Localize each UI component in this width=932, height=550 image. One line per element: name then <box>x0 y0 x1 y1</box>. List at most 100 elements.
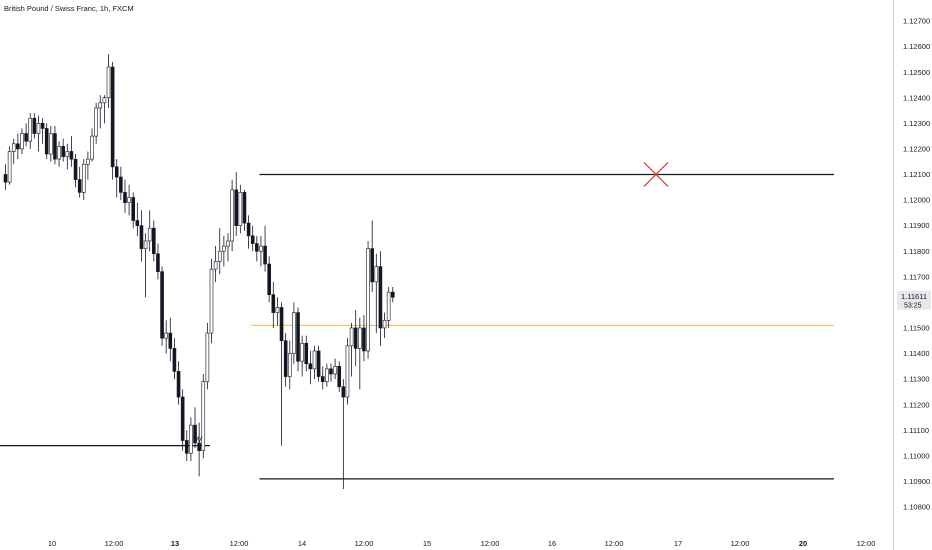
candle <box>65 143 70 170</box>
candle <box>110 61 115 180</box>
candle-body <box>263 245 267 265</box>
candle <box>234 171 239 236</box>
candle <box>114 159 119 198</box>
candle-body <box>320 376 325 382</box>
candle <box>36 115 41 152</box>
candle-body <box>390 291 395 298</box>
time-tick-label: 12:00 <box>857 539 876 548</box>
price-tick-label: 1.11900 <box>903 221 930 230</box>
time-tick-label: 12:00 <box>230 539 249 548</box>
price-tick-label: 1.12400 <box>903 93 930 102</box>
candle <box>292 302 296 364</box>
candle <box>44 123 49 160</box>
candle <box>94 102 98 144</box>
candle-body <box>11 143 16 152</box>
candle-body <box>234 189 239 226</box>
candle-body <box>366 248 370 352</box>
candle <box>160 266 164 346</box>
candle-body <box>73 158 78 180</box>
candle <box>147 210 152 252</box>
candle-body <box>94 107 98 137</box>
price-axis[interactable]: 1.12700 1.12600 1.12500 1.12400 1.12300 1.122… <box>903 17 930 512</box>
candle-body <box>69 151 74 160</box>
candle <box>337 361 342 392</box>
price-tick-label: 1.12700 <box>903 17 930 26</box>
candle <box>7 146 12 185</box>
candle-body <box>246 222 251 237</box>
candle-body <box>172 348 177 372</box>
wave-label-w: W <box>194 436 203 445</box>
price-tick-label: 1.11300 <box>903 375 930 384</box>
time-axis[interactable]: 10 12:00 13 12:00 14 12:00 15 12:00 16 12:00 17 12:… <box>48 539 876 548</box>
horizontal-levels <box>0 173 834 480</box>
time-tick-label: 12:00 <box>105 539 124 548</box>
price-tick-label: 1.11200 <box>903 400 930 409</box>
candle <box>3 164 8 190</box>
candle-body <box>382 319 387 329</box>
candle <box>263 225 267 272</box>
candle <box>341 379 346 490</box>
candle-body <box>337 366 342 388</box>
candle-body <box>205 332 210 382</box>
candle-body <box>106 66 111 99</box>
candle <box>11 138 16 165</box>
candle <box>201 373 206 459</box>
price-tick-label: 1.11700 <box>903 272 930 281</box>
candle-body <box>287 353 292 377</box>
candle-body <box>20 133 24 150</box>
candle-body <box>378 266 383 329</box>
time-tick-label: 17 <box>674 539 682 548</box>
candle-body <box>143 240 148 249</box>
price-tick-label: 1.11800 <box>903 247 930 256</box>
price-tick-label: 1.11000 <box>903 451 930 460</box>
candle <box>333 358 337 380</box>
candle-body <box>180 396 185 441</box>
time-tick-label: 14 <box>298 539 306 548</box>
candle <box>358 317 362 390</box>
time-tick-label: 13 <box>171 539 179 548</box>
candle-body <box>349 327 354 347</box>
candle-body <box>36 123 41 134</box>
candle <box>242 189 247 231</box>
candle <box>168 317 173 362</box>
candle-body <box>300 342 304 362</box>
candle-body <box>353 327 358 349</box>
candle <box>73 154 78 188</box>
candle <box>353 310 358 367</box>
candle-body <box>296 312 300 362</box>
candle <box>24 123 28 147</box>
price-tick-label: 1.10800 <box>903 503 930 512</box>
candle-body <box>275 307 280 313</box>
candle-body <box>213 261 218 270</box>
candle-body <box>168 332 173 349</box>
price-label-countdown: 53:25 <box>904 302 922 309</box>
candle-body <box>156 253 160 272</box>
candle <box>152 220 156 262</box>
time-tick-label: 12:00 <box>355 539 374 548</box>
candle <box>300 335 304 377</box>
candle <box>366 240 370 359</box>
candle-body <box>123 192 127 203</box>
candle-body <box>358 327 362 349</box>
candle-body <box>147 227 152 242</box>
time-tick-label: 16 <box>548 539 556 548</box>
candle <box>189 417 193 461</box>
candle <box>197 422 201 477</box>
candle <box>164 320 168 354</box>
candle-body <box>114 166 119 178</box>
chart-title: British Pound / Swiss Franc, 1h, FXCM <box>4 4 134 13</box>
candle-body <box>386 291 391 321</box>
candle-body <box>333 366 337 375</box>
candle <box>296 307 300 372</box>
candle <box>143 233 148 298</box>
candle <box>316 345 321 382</box>
candle <box>304 335 309 372</box>
candle <box>329 363 333 382</box>
candle-body <box>259 245 263 252</box>
candle-body <box>53 133 57 160</box>
candle <box>255 235 259 262</box>
price-tick-label: 1.12200 <box>903 144 930 153</box>
